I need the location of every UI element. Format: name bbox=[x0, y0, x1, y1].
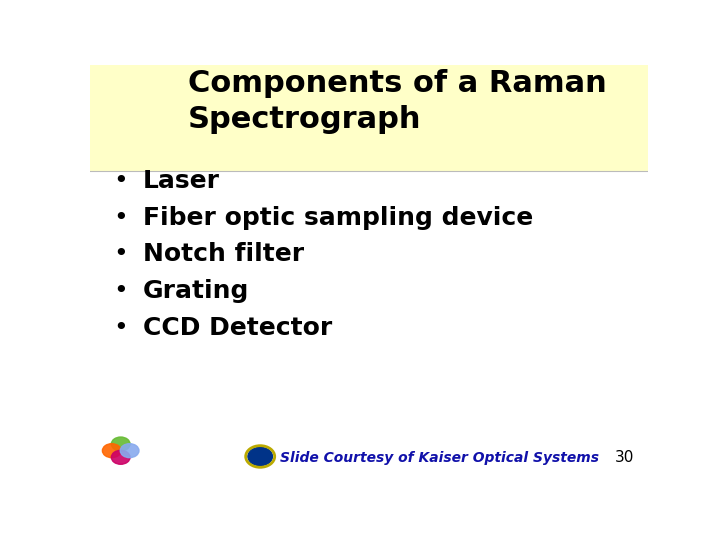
Circle shape bbox=[120, 444, 139, 457]
Circle shape bbox=[112, 450, 130, 464]
Text: •: • bbox=[113, 242, 128, 266]
Text: Notch filter: Notch filter bbox=[143, 242, 304, 266]
Text: Components of a Raman
Spectrograph: Components of a Raman Spectrograph bbox=[188, 69, 606, 134]
Circle shape bbox=[112, 437, 130, 451]
Text: Laser: Laser bbox=[143, 169, 220, 193]
Text: Slide Courtesy of Kaiser Optical Systems: Slide Courtesy of Kaiser Optical Systems bbox=[280, 451, 599, 465]
Text: 30: 30 bbox=[615, 450, 634, 465]
FancyBboxPatch shape bbox=[90, 65, 648, 171]
Text: CCD Detector: CCD Detector bbox=[143, 315, 332, 340]
Text: Fiber optic sampling device: Fiber optic sampling device bbox=[143, 206, 534, 230]
Circle shape bbox=[102, 444, 121, 457]
Text: •: • bbox=[113, 169, 128, 193]
Text: Grating: Grating bbox=[143, 279, 249, 303]
Text: •: • bbox=[113, 315, 128, 340]
Circle shape bbox=[248, 447, 272, 465]
Text: •: • bbox=[113, 279, 128, 303]
Text: •: • bbox=[113, 206, 128, 230]
